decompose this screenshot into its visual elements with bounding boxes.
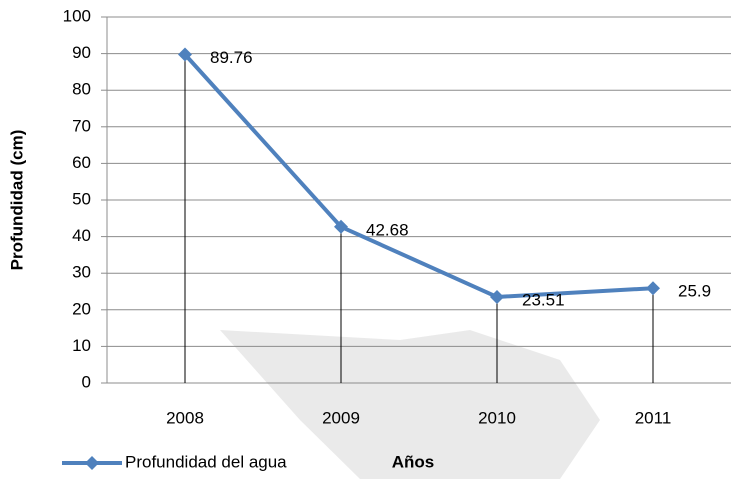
- y-tick-label: 40: [72, 226, 91, 245]
- background-shade: [220, 330, 600, 479]
- y-tick-label: 70: [72, 116, 91, 135]
- x-tick-label: 2008: [166, 408, 204, 427]
- x-tick-label: 2011: [635, 408, 672, 427]
- y-axis-title: Profundidad (cm): [7, 130, 26, 271]
- y-tick-label: 10: [72, 336, 91, 355]
- data-label: 23.51: [522, 290, 565, 309]
- x-axis-title: Años: [392, 452, 435, 471]
- y-tick-label: 50: [72, 189, 91, 208]
- x-tick-label: 2009: [322, 408, 360, 427]
- series-line: [183, 53, 654, 299]
- point-marker: [178, 47, 192, 62]
- data-label: 89.76: [210, 48, 253, 67]
- data-label: 42.68: [366, 220, 409, 239]
- y-tick-label: 60: [72, 153, 91, 172]
- y-tick-label: 90: [72, 43, 91, 62]
- x-tick-label: 2010: [478, 408, 516, 427]
- y-tick-label: 30: [72, 263, 91, 282]
- point-marker: [490, 289, 504, 304]
- point-marker: [646, 281, 660, 296]
- y-tick-label: 80: [72, 80, 91, 99]
- point-marker: [334, 219, 348, 234]
- y-tick-label: 20: [72, 299, 91, 318]
- background-photo: [220, 330, 600, 479]
- data-label: 25.9: [678, 282, 711, 301]
- legend-marker: [85, 456, 99, 470]
- legend-label: Profundidad del agua: [125, 452, 287, 471]
- y-tick-label: 0: [82, 372, 91, 391]
- y-tick-label: 100: [63, 6, 91, 25]
